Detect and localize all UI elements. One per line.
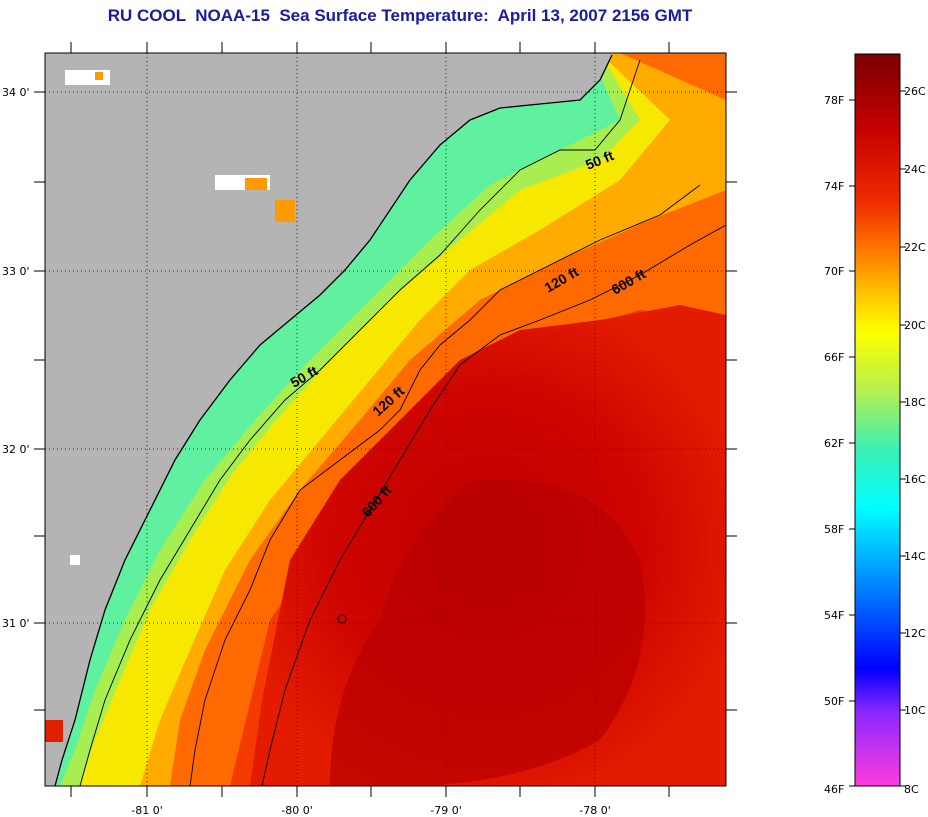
cb-f-46: 46F <box>824 783 844 796</box>
cb-f-54: 54F <box>824 609 844 622</box>
sst-map: 50 ft 50 ft 120 ft 120 ft 600 ft 600 ft <box>45 53 726 786</box>
cb-c-20: 20C <box>904 319 926 332</box>
cb-c-24: 24C <box>904 163 926 176</box>
graticule <box>45 53 726 786</box>
lat-label-32: 32 0' <box>2 443 30 456</box>
cb-f-74: 74F <box>824 180 844 193</box>
lon-label-79: -79 0' <box>430 804 462 817</box>
cb-c-26: 26C <box>904 85 926 98</box>
cb-f-58: 58F <box>824 523 844 536</box>
lon-label-80: -80 0' <box>281 804 313 817</box>
cb-f-70: 70F <box>824 265 844 278</box>
colorbar: 78F 74F 70F 66F 62F 58F 54F 50F 46F 26C … <box>824 53 926 796</box>
cb-f-78: 78F <box>824 94 844 107</box>
lon-label-78: -78 0' <box>579 804 611 817</box>
cb-c-22: 22C <box>904 241 926 254</box>
cb-c-12: 12C <box>904 627 926 640</box>
cb-f-66: 66F <box>824 351 844 364</box>
colorbar-gradient <box>854 53 901 787</box>
cb-c-14: 14C <box>904 550 926 563</box>
lon-label-81: -81 0' <box>131 804 163 817</box>
lat-label-33: 33 0' <box>2 265 30 278</box>
cb-c-16: 16C <box>904 473 926 486</box>
map-title: RU COOL NOAA-15 Sea Surface Temperature:… <box>107 6 693 25</box>
lat-label-34: 34 0' <box>2 86 30 99</box>
cb-f-50: 50F <box>824 695 844 708</box>
map-frame <box>44 52 727 787</box>
lat-label-31: 31 0' <box>2 617 30 630</box>
cb-f-62: 62F <box>824 437 844 450</box>
cb-c-10: 10C <box>904 704 926 717</box>
cb-c-8: 8C <box>904 783 919 796</box>
cb-c-18: 18C <box>904 396 926 409</box>
